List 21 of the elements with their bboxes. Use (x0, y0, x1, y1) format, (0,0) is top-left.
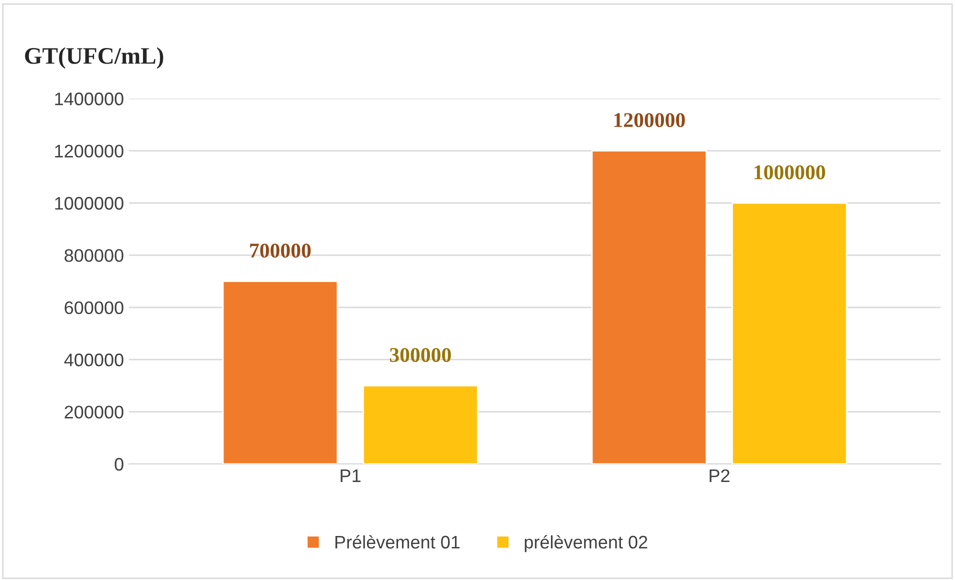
y-tick-label: 200000 (64, 406, 124, 419)
y-tick-label: 400000 (64, 354, 124, 366)
legend-label: prélèvement 02 (524, 535, 648, 552)
bar (591, 150, 708, 464)
data-label: 1000000 (754, 165, 826, 180)
y-tick-label: 600000 (64, 301, 124, 314)
y-tick-label: 800000 (64, 249, 124, 262)
chart-title: GT(UFC/mL) (25, 47, 164, 69)
data-label: 300000 (390, 348, 451, 362)
bar (732, 202, 848, 464)
data-label: 700000 (250, 244, 311, 258)
bar (362, 385, 478, 464)
bar (222, 280, 338, 464)
x-tick-label: P1 (340, 470, 360, 482)
x-tick-label: P2 (710, 469, 730, 482)
y-tick-label: 0 (114, 458, 124, 471)
y-tick-label: 1200000 (55, 144, 124, 158)
y-tick-label: 1000000 (55, 196, 124, 210)
data-label: 1200000 (614, 113, 685, 128)
legend-label: Prélèvement 01 (335, 535, 460, 549)
y-tick-label: 1400000 (55, 92, 124, 106)
